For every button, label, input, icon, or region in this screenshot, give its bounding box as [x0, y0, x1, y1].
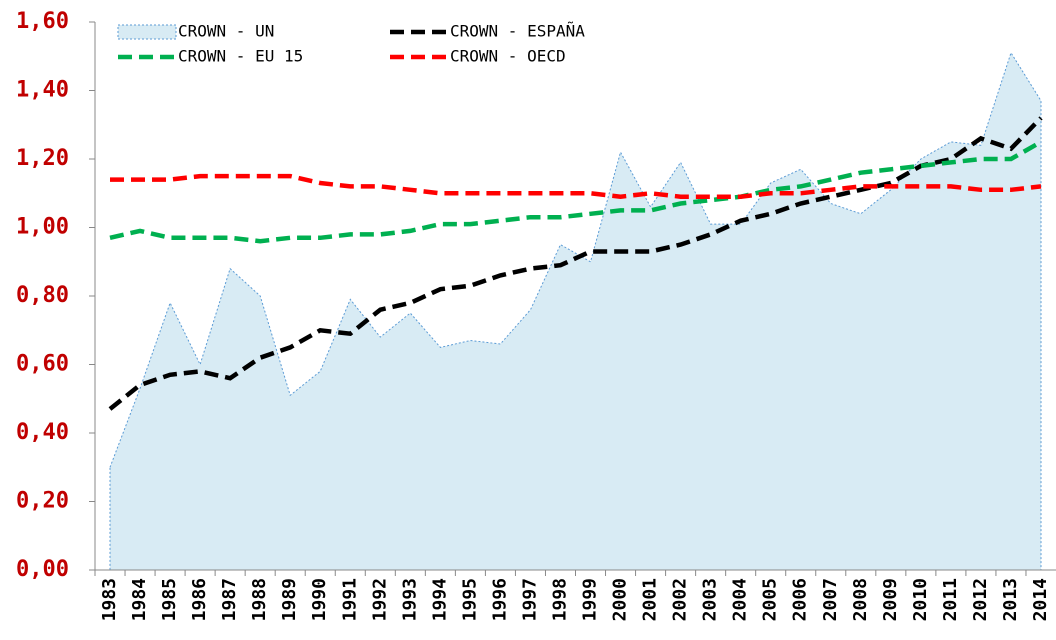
x-tick-label: 1996 — [489, 578, 510, 621]
x-tick-label: 2003 — [700, 578, 721, 621]
x-tick-label: 1985 — [159, 578, 180, 621]
legend-label: CROWN - EU 15 — [178, 47, 303, 66]
x-tick-label: 2012 — [970, 578, 991, 621]
x-tick-label: 2002 — [670, 578, 691, 621]
x-tick-label: 1999 — [580, 578, 601, 621]
y-tick-label: 0,40 — [16, 420, 69, 445]
x-tick-label: 1995 — [459, 578, 480, 621]
x-tick-label: 1993 — [399, 578, 420, 621]
y-tick-label: 1,40 — [16, 78, 69, 103]
y-tick-label: 0,00 — [16, 557, 69, 582]
line — [109, 139, 1043, 244]
x-tick-label: 1991 — [339, 578, 360, 621]
legend-label: CROWN - OECD — [450, 47, 566, 66]
x-tick-label: 1994 — [429, 578, 450, 622]
x-tick-label: 2009 — [880, 578, 901, 621]
legend-label: CROWN - UN — [178, 22, 274, 41]
x-tick-label: 1992 — [369, 578, 390, 621]
y-tick-label: 1,00 — [16, 215, 69, 240]
x-tick-label: 1988 — [249, 578, 270, 621]
y-tick-label: 0,60 — [16, 352, 69, 377]
x-tick-label: 1984 — [129, 578, 150, 622]
x-tick-label: 2001 — [640, 578, 661, 621]
legend-swatch — [117, 24, 177, 40]
x-tick-label: 2010 — [910, 578, 931, 621]
line — [110, 173, 1042, 199]
x-tick-label: 1997 — [519, 578, 540, 621]
x-tick-label: 2005 — [760, 578, 781, 621]
x-tick-label: 1989 — [279, 578, 300, 621]
x-tick-label: 2004 — [730, 578, 751, 622]
x-tick-label: 2014 — [1030, 578, 1051, 622]
line — [108, 116, 1043, 411]
x-tick-label: 1990 — [309, 578, 330, 621]
x-tick-label: 2007 — [820, 578, 841, 621]
x-tick-label: 2013 — [1000, 578, 1021, 621]
x-tick-label: 1987 — [219, 578, 240, 621]
x-tick-label: 2006 — [790, 578, 811, 621]
y-tick-label: 0,80 — [16, 283, 69, 308]
x-tick-label: 1986 — [189, 578, 210, 621]
x-tick-label: 1983 — [99, 578, 120, 621]
y-tick-label: 1,20 — [16, 146, 69, 171]
x-tick-label: 1998 — [549, 578, 570, 621]
y-tick-label: 0,20 — [16, 489, 69, 514]
area — [109, 51, 1042, 571]
legend-label: CROWN - ESPAÑA — [450, 22, 585, 41]
x-tick-label: 2000 — [610, 578, 631, 621]
x-tick-label: 2008 — [850, 578, 871, 621]
x-tick-label: 2011 — [940, 578, 961, 621]
y-tick-label: 1,60 — [16, 9, 69, 34]
